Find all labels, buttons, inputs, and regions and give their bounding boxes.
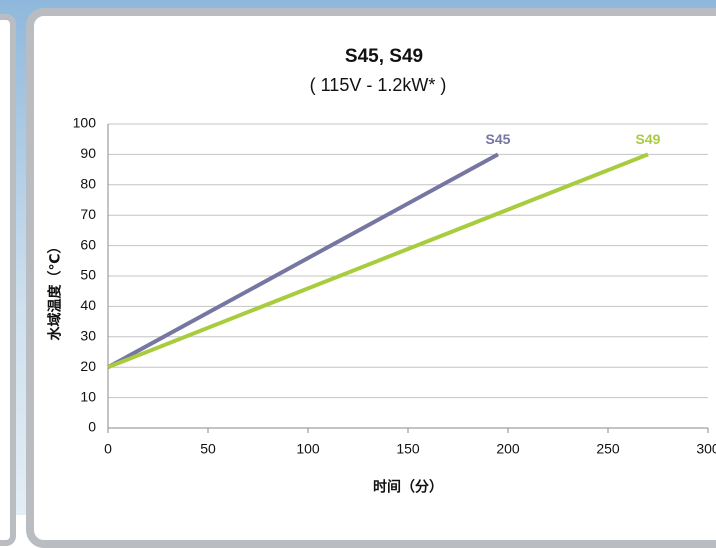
chart-title: S45, S49 [345,46,423,67]
x-tick-label: 150 [396,441,420,457]
x-tick-label: 200 [496,441,520,457]
y-tick-label: 50 [80,267,96,283]
x-tick-label: 250 [596,441,620,457]
x-tick-label: 300 [696,441,716,457]
y-tick-label: 20 [80,358,96,374]
chart-subtitle: ( 115V - 1.2kW* ) [310,75,447,95]
series-line [107,152,649,370]
chart: S45, S49 ( 115V - 1.2kW* ) 时间（分） 水域温度（℃）… [47,46,716,495]
y-tick-label: 60 [80,236,96,252]
x-tick-label: 0 [104,441,112,457]
y-tick-label: 0 [88,419,96,435]
x-tick-label: 100 [296,441,320,457]
y-tick-label: 100 [73,115,97,131]
y-tick-label: 90 [80,145,96,161]
y-tick-label: 70 [80,206,96,222]
y-tick-label: 10 [80,388,96,404]
y-tick-label: 80 [80,176,96,192]
x-tick-label: 50 [200,441,216,457]
y-tick-label: 40 [80,297,96,313]
chart-panel [26,8,716,548]
x-axis-label: 时间（分） [373,479,443,495]
series-label: S45 [486,131,511,147]
y-axis-label: 水域温度（℃） [47,240,63,341]
y-tick-label: 30 [80,328,96,344]
series-line [107,152,499,369]
series-label: S49 [636,131,661,147]
